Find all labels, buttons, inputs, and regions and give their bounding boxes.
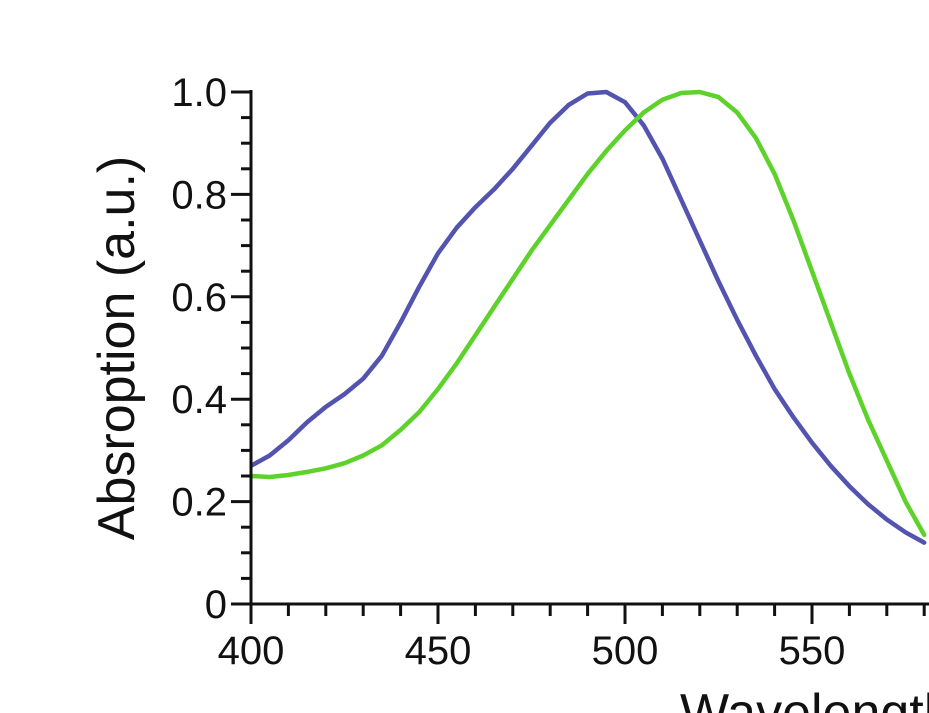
series-line-2 — [251, 89, 927, 538]
x-axis-title: Wavelength — [680, 684, 929, 713]
y-axis-title: Absroption (a.u.) — [88, 156, 146, 540]
x-tick-label: 550 — [779, 629, 846, 673]
series-line-1 — [251, 89, 927, 545]
x-tick-label: 400 — [218, 629, 285, 673]
x-tick-label: 450 — [405, 629, 472, 673]
y-tick-label: 0 — [205, 583, 227, 627]
y-tick-label: 1.0 — [171, 71, 227, 115]
x-tick-label: 500 — [592, 629, 659, 673]
y-tick-label: 0.8 — [171, 173, 227, 217]
y-tick-label: 0.4 — [171, 378, 227, 422]
y-tick-label: 0.2 — [171, 481, 227, 525]
y-tick-label: 0.6 — [171, 276, 227, 320]
